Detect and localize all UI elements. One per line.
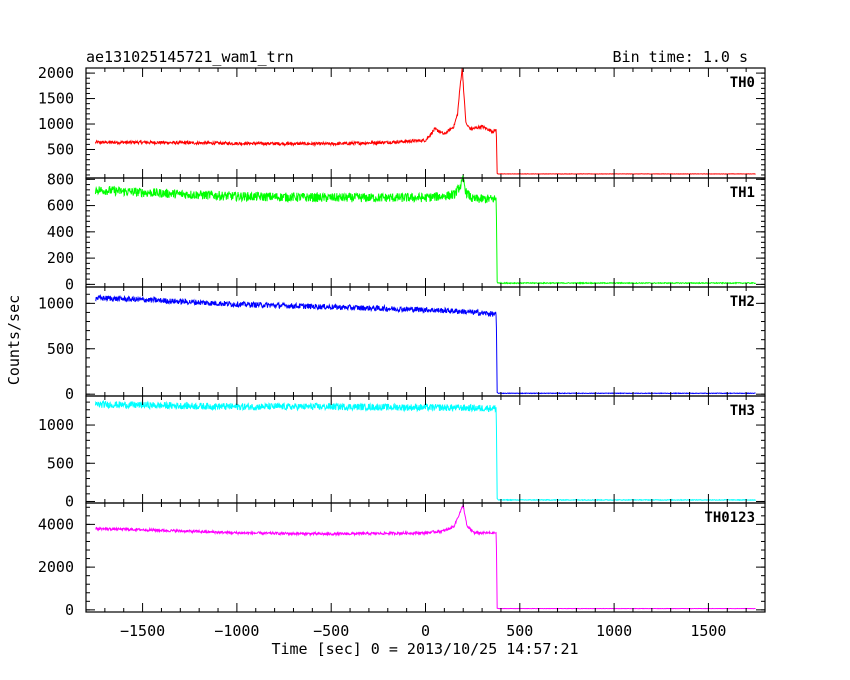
y-axis-label: Counts/sec xyxy=(5,295,23,385)
bin-time-label: Bin time: 1.0 s xyxy=(613,48,748,66)
x-tick-label: −500 xyxy=(313,622,349,640)
panel-label: TH0 xyxy=(730,75,755,91)
panel-th1: 0 200 400 600 800 TH1 xyxy=(47,170,766,293)
y-tick-label: 200 xyxy=(47,249,74,267)
series-line-th0123 xyxy=(95,504,756,610)
panel-label: TH0123 xyxy=(704,510,755,526)
panel-th3: 0 500 1000 TH3 xyxy=(38,395,766,510)
panel-label: TH3 xyxy=(730,403,755,419)
series-line-th1 xyxy=(94,174,756,285)
y-tick-label: 2000 xyxy=(38,64,74,82)
series-line-th3 xyxy=(94,399,756,502)
y-tick-label: 0 xyxy=(65,492,74,510)
y-tick-label: 500 xyxy=(47,140,74,158)
panel-frame xyxy=(85,67,766,179)
x-tick-label: −1000 xyxy=(214,622,259,640)
panel-frame xyxy=(85,395,766,504)
y-tick-label: 0 xyxy=(65,385,74,403)
y-tick-label: 500 xyxy=(47,340,74,358)
x-tick-label: −1500 xyxy=(120,622,165,640)
panels-group: 500 1000 1500 2000 TH0 0 200 400 600 800 TH1 0 500 10… xyxy=(38,64,766,640)
x-tick-label: 0 xyxy=(421,622,430,640)
y-tick-label: 600 xyxy=(47,197,74,215)
x-tick-label: 1500 xyxy=(690,622,726,640)
y-tick-label: 1000 xyxy=(38,294,74,312)
y-tick-label: 0 xyxy=(65,275,74,293)
y-tick-label: 800 xyxy=(47,170,74,188)
panel-label: TH2 xyxy=(730,294,755,310)
observation-id-title: ae131025145721_wam1_trn xyxy=(86,48,294,66)
y-tick-label: 2000 xyxy=(38,558,74,576)
y-tick-label: 1500 xyxy=(38,90,74,108)
y-tick-label: 1000 xyxy=(38,115,74,133)
x-tick-label: 500 xyxy=(506,622,533,640)
y-tick-label: 400 xyxy=(47,223,74,241)
x-axis-label: Time [sec] 0 = 2013/10/25 14:57:21 xyxy=(271,640,578,658)
x-tick-label: 1000 xyxy=(596,622,632,640)
series-line-th0 xyxy=(94,68,756,175)
y-tick-label: 500 xyxy=(47,454,74,472)
panel-label: TH1 xyxy=(730,185,755,201)
panel-frame xyxy=(85,502,766,613)
panel-th0123: 0 2000 4000 TH0123 xyxy=(38,502,766,619)
y-tick-label: 4000 xyxy=(38,515,74,533)
series-line-th2 xyxy=(95,294,756,395)
y-tick-label: 1000 xyxy=(38,416,74,434)
panel-th2: 0 500 1000 TH2 xyxy=(38,286,766,403)
panel-th0: 500 1000 1500 2000 TH0 xyxy=(38,64,766,179)
y-tick-label: 0 xyxy=(65,601,74,619)
